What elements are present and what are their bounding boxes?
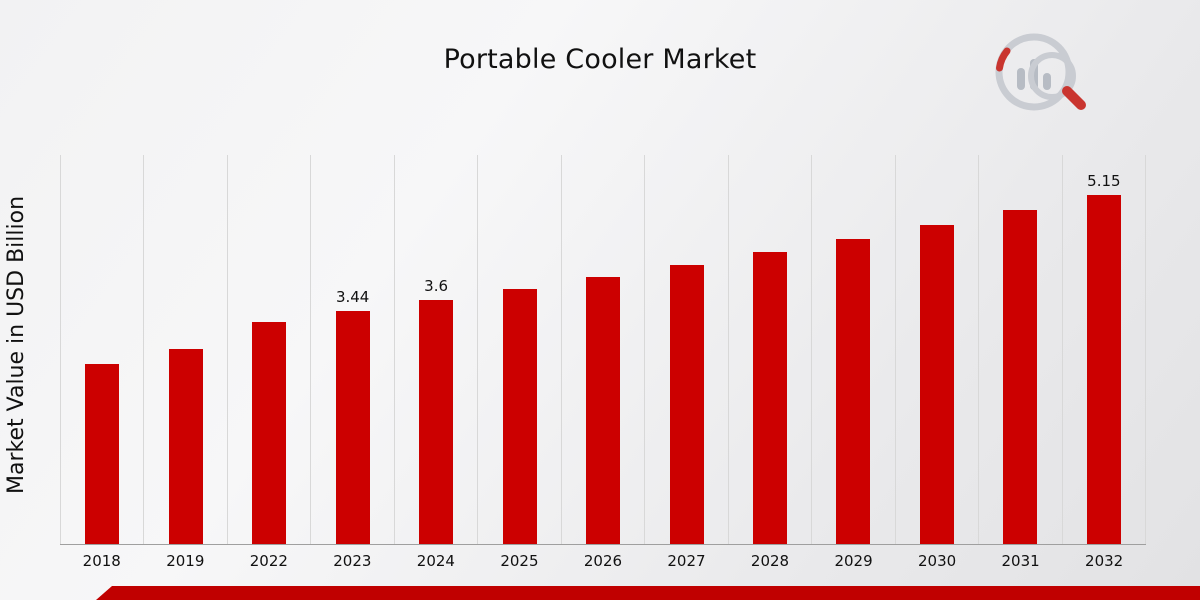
x-tick-label-2031: 2031 <box>1001 552 1040 570</box>
bar-2024 <box>419 299 454 544</box>
bar-column-2025 <box>477 155 560 544</box>
bar-column-2031 <box>978 155 1061 544</box>
bar-2019 <box>168 349 203 544</box>
x-tick-label-2018: 2018 <box>82 552 121 570</box>
bar-column-2018 <box>60 155 143 544</box>
brand-logo-icon <box>995 33 1086 111</box>
chart-title: Portable Cooler Market <box>443 44 757 75</box>
x-axis-labels: 2018 2019 2022 2023 2024 2025 2026 2027 2028 2029… <box>60 552 1146 570</box>
bar-2023 <box>335 310 370 544</box>
bar-2028 <box>752 252 787 544</box>
plot-area: 3.44 3.6 5.15 <box>60 155 1147 545</box>
bar-column-2030 <box>894 155 978 544</box>
bar-2030 <box>919 225 954 544</box>
footer-accent-bar <box>96 586 1200 600</box>
bar-value-label-2032: 5.15 <box>1087 171 1121 190</box>
x-tick-label-2026: 2026 <box>583 552 623 570</box>
bar-column-2026 <box>560 155 644 544</box>
x-tick-label-2027: 2027 <box>667 552 706 570</box>
x-tick-label-2022: 2022 <box>249 552 288 570</box>
bar-column-2022 <box>226 155 310 544</box>
bar-column-2024: 3.6 <box>393 155 477 544</box>
x-tick-label-2025: 2025 <box>500 552 539 570</box>
bar-column-2019 <box>143 155 226 544</box>
y-axis-title: Market Value in USD Billion <box>4 195 29 495</box>
x-tick-label-2030: 2030 <box>917 552 957 570</box>
bar-2018 <box>85 363 120 544</box>
bar-2029 <box>836 238 871 544</box>
bar-value-label-2023: 3.44 <box>335 287 370 306</box>
bar-column-2029 <box>811 155 894 544</box>
x-tick-label-2023: 2023 <box>333 552 372 570</box>
bar-2026 <box>586 277 621 544</box>
bar-2031 <box>1003 210 1038 544</box>
bar-column-2023: 3.44 <box>310 155 393 544</box>
bar-column-2032: 5.15 <box>1061 155 1147 544</box>
bar-chart: 3.44 3.6 5.15 2018 2019 2022 2023 2024 2025 2026… <box>60 155 1147 570</box>
bar-2022 <box>252 321 287 544</box>
x-tick-label-2032: 2032 <box>1085 552 1124 570</box>
x-tick-label-2029: 2029 <box>834 552 873 570</box>
bar-2025 <box>502 289 537 544</box>
bar-column-2027 <box>644 155 727 544</box>
x-tick-label-2028: 2028 <box>750 552 790 570</box>
bar-2032 <box>1086 194 1121 544</box>
bar-2027 <box>669 265 704 544</box>
x-tick-label-2024: 2024 <box>416 552 455 570</box>
bar-column-2028 <box>727 155 811 544</box>
bar-value-label-2024: 3.6 <box>424 276 449 295</box>
x-tick-label-2019: 2019 <box>166 552 205 570</box>
